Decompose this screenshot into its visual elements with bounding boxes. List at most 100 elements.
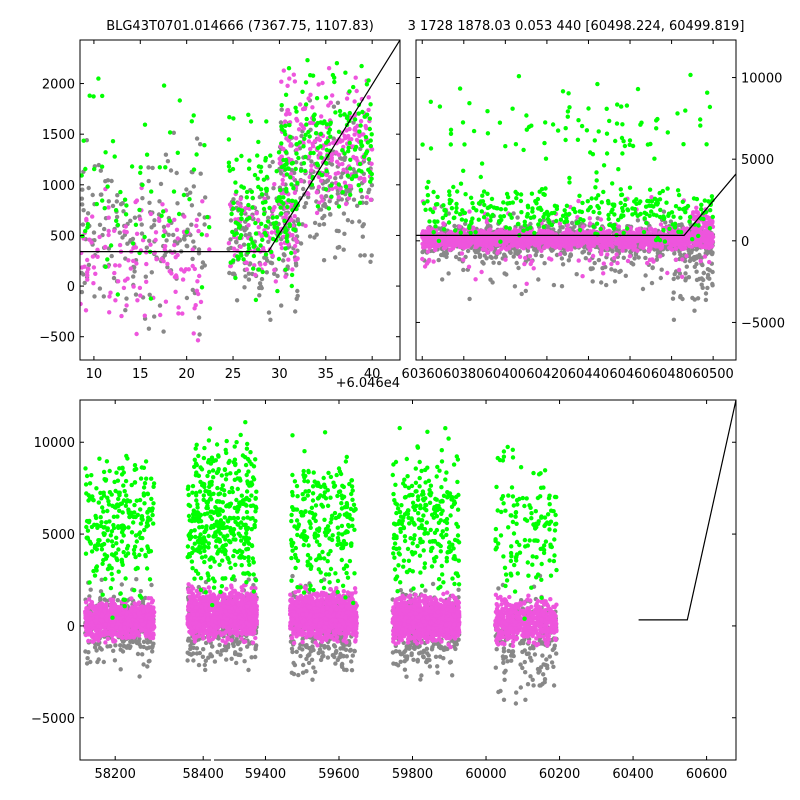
- data-point: [286, 66, 292, 71]
- data-point: [474, 238, 479, 243]
- data-point: [255, 176, 260, 181]
- data-point: [272, 182, 277, 187]
- data-point: [522, 219, 527, 224]
- data-point: [435, 194, 440, 200]
- data-point: [473, 249, 478, 255]
- data-point: [632, 206, 638, 212]
- data-point: [333, 176, 338, 181]
- data-point: [474, 208, 479, 213]
- data-point: [704, 245, 709, 250]
- data-point: [564, 240, 569, 245]
- data-point: [267, 164, 272, 169]
- data-point: [429, 236, 435, 241]
- data-point: [588, 266, 593, 271]
- data-point: [128, 238, 133, 243]
- data-point: [522, 261, 527, 267]
- data-point: [283, 123, 288, 128]
- data-point: [263, 252, 269, 257]
- data-point: [564, 230, 569, 235]
- data-point: [582, 239, 587, 245]
- data-point: [165, 261, 170, 267]
- data-point: [665, 186, 670, 191]
- data-point: [98, 595, 103, 601]
- data-point: [678, 252, 683, 257]
- data-point: [346, 196, 352, 201]
- data-point: [207, 247, 212, 252]
- data-point: [546, 213, 551, 218]
- data-point: [467, 224, 472, 229]
- data-point: [307, 234, 313, 239]
- data-point: [263, 155, 268, 161]
- data-point: [329, 194, 334, 199]
- data-point: [591, 243, 596, 248]
- data-point: [281, 146, 286, 152]
- data-point: [710, 220, 715, 226]
- data-point: [244, 267, 250, 272]
- data-point: [610, 244, 615, 249]
- data-point: [425, 193, 431, 198]
- data-point: [328, 121, 333, 127]
- data-point: [161, 259, 166, 264]
- data-point: [463, 218, 468, 223]
- data-point: [228, 237, 233, 242]
- x-tick-label: 60480: [651, 367, 692, 382]
- data-point: [331, 140, 336, 145]
- data-point: [117, 263, 122, 268]
- data-point: [319, 114, 324, 119]
- data-point: [271, 207, 276, 213]
- data-point: [106, 215, 111, 220]
- data-point: [473, 277, 478, 282]
- data-point: [356, 183, 361, 188]
- data-point: [115, 598, 121, 603]
- data-point: [478, 239, 483, 244]
- data-point: [514, 260, 519, 266]
- data-point: [197, 212, 202, 217]
- data-point: [143, 595, 148, 601]
- data-point: [255, 153, 260, 158]
- data-point: [353, 125, 358, 131]
- data-point: [480, 199, 486, 204]
- data-point: [350, 219, 355, 225]
- data-point: [505, 195, 511, 200]
- data-point: [512, 284, 518, 289]
- data-point: [619, 104, 624, 109]
- x-tick-label: 60360: [402, 367, 443, 382]
- data-point: [490, 246, 495, 251]
- data-point: [369, 183, 375, 188]
- data-point: [304, 116, 309, 122]
- data-point: [329, 162, 335, 167]
- data-point: [306, 139, 312, 144]
- data-point: [426, 242, 431, 248]
- data-point: [120, 235, 125, 240]
- data-point: [260, 269, 265, 275]
- data-point: [616, 224, 622, 229]
- data-point: [442, 207, 447, 213]
- data-point: [695, 241, 700, 246]
- data-point: [641, 229, 647, 235]
- x-tick-label: 60380: [443, 367, 484, 382]
- data-point: [620, 151, 625, 156]
- data-point: [595, 81, 600, 87]
- data-point: [153, 230, 159, 235]
- data-point: [105, 184, 110, 189]
- data-point: [560, 213, 566, 218]
- data-point: [655, 235, 660, 241]
- data-point: [536, 222, 541, 227]
- data-point: [236, 225, 242, 230]
- data-point: [664, 200, 669, 205]
- data-point: [253, 297, 259, 303]
- data-point: [138, 589, 143, 594]
- data-point: [199, 232, 204, 237]
- data-point: [133, 222, 139, 227]
- data-point: [318, 120, 323, 125]
- data-point: [151, 223, 157, 228]
- data-point: [504, 272, 509, 277]
- data-point: [543, 186, 548, 191]
- data-point: [468, 241, 474, 246]
- data-point: [651, 204, 656, 209]
- x-tick-label: 35: [318, 367, 335, 382]
- data-point: [513, 142, 519, 147]
- data-point: [440, 215, 445, 221]
- data-point: [314, 232, 319, 237]
- data-point: [289, 182, 294, 187]
